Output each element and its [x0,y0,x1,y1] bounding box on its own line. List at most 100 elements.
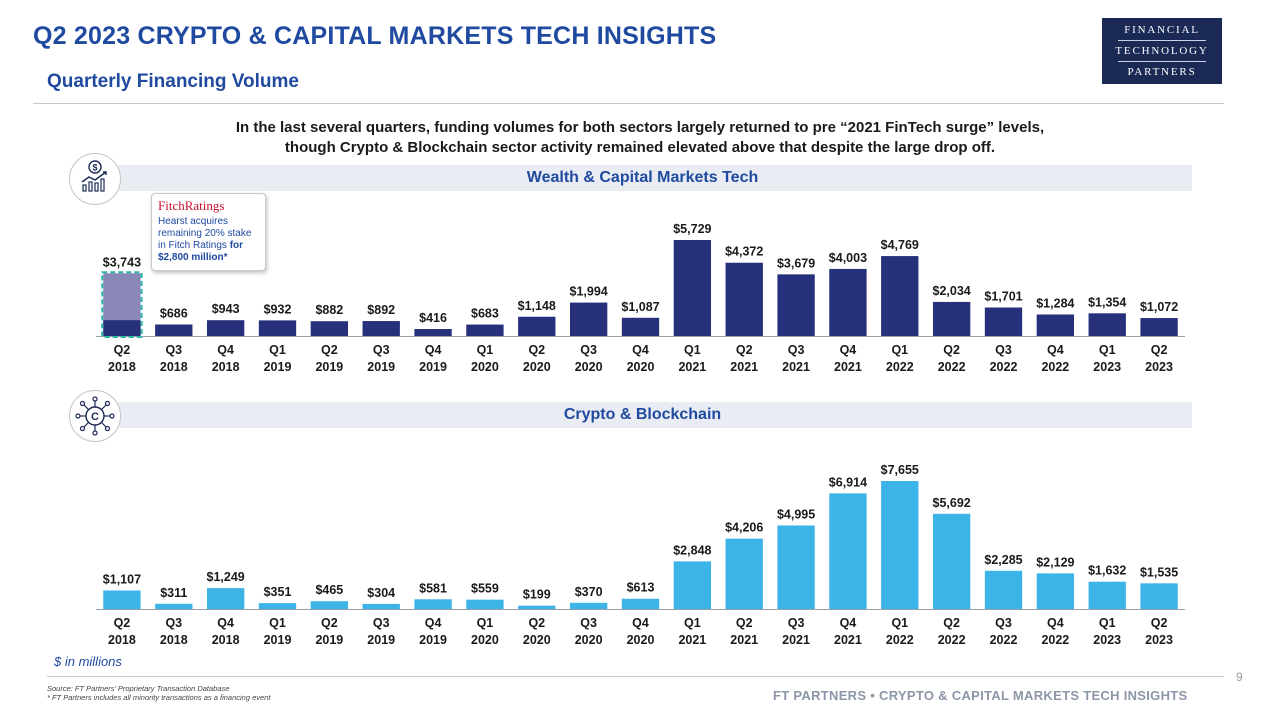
x-tick-label: 2021 [678,360,706,374]
bar [103,590,141,609]
x-tick-label: 2022 [990,360,1018,374]
x-tick-label: 2022 [938,360,966,374]
bar [414,329,452,336]
bar [362,603,400,609]
bar [206,320,245,336]
x-tick-label: 2022 [886,633,914,647]
bar [310,601,349,609]
x-tick-label: 2021 [782,360,810,374]
footer-divider [47,676,1224,677]
data-label: $1,701 [984,289,1022,303]
bar [466,599,504,609]
x-tick-label: 2021 [678,633,706,647]
bar [414,599,452,609]
data-label: $613 [627,581,655,595]
data-label: $932 [264,302,292,316]
x-tick-label: 2020 [523,360,551,374]
bar [569,302,608,336]
intro-line-2: though Crypto & Blockchain sector activi… [284,139,996,156]
page-title: Q2 2023 CRYPTO & CAPITAL MARKETS TECH IN… [33,22,717,50]
bar [155,324,193,336]
x-tick-label: 2021 [730,633,758,647]
x-tick-label: 2022 [938,633,966,647]
footer-brand: FT PARTNERS • CRYPTO & CAPITAL MARKETS T… [773,688,1188,703]
data-label: $4,003 [829,251,867,265]
data-label: $416 [419,311,447,325]
x-tick-label: Q1 [477,616,494,630]
data-label: $5,729 [673,222,711,236]
data-label: $581 [419,581,447,595]
bar [258,320,297,336]
data-label: $304 [367,586,395,600]
x-tick-label: 2021 [834,360,862,374]
x-tick-label: 2018 [108,633,136,647]
data-label: $683 [471,307,499,321]
data-label: $1,107 [103,572,141,586]
footnote: * FT Partners includes all minority tran… [47,693,271,702]
bar [518,316,556,336]
bar [518,605,556,609]
x-tick-label: Q1 [684,616,701,630]
x-tick-label: 2018 [108,360,136,374]
x-tick-label: Q1 [1099,343,1116,357]
x-tick-label: Q1 [477,343,494,357]
data-label: $4,769 [881,238,919,252]
annotation-highlight: for $2,800 million* [158,240,244,263]
x-tick-label: Q2 [114,343,131,357]
x-tick-label: 2020 [523,633,551,647]
x-tick-label: 2019 [264,360,292,374]
data-label: $3,679 [777,256,815,270]
data-label: $465 [315,583,343,597]
x-tick-label: Q3 [788,616,805,630]
svg-text:C: C [91,411,99,423]
crypto-coin-network-icon: C [69,390,121,442]
x-tick-label: Q4 [1047,343,1064,357]
x-tick-label: 2018 [160,633,188,647]
logo-line-1: FINANCIAL [1124,24,1200,36]
x-tick-label: 2022 [1041,633,1069,647]
x-tick-label: Q3 [580,343,597,357]
x-tick-label: Q1 [269,616,286,630]
data-label: $1,148 [518,299,556,313]
x-tick-label: Q2 [736,343,753,357]
wealth-chart-title: Wealth & Capital Markets Tech [93,165,1192,191]
x-tick-label: Q3 [995,616,1012,630]
data-label: $2,034 [933,284,971,298]
header-divider [33,103,1224,104]
x-tick-label: Q1 [891,616,908,630]
x-tick-label: 2023 [1145,360,1173,374]
x-tick-label: Q2 [114,616,131,630]
units-note: $ in millions [54,654,122,669]
bar [1088,313,1126,336]
x-tick-label: 2020 [627,633,655,647]
x-tick-label: Q4 [217,616,234,630]
data-label: $2,129 [1036,555,1074,569]
logo-line-2: TECHNOLOGY [1115,45,1209,57]
logo-line-3: PARTNERS [1127,66,1197,78]
x-tick-label: Q4 [425,616,442,630]
x-tick-label: 2020 [575,633,603,647]
page-subtitle: Quarterly Financing Volume [47,71,299,92]
x-tick-label: Q2 [736,616,753,630]
data-label: $1,249 [207,570,245,584]
fitch-ratings-logo: FitchRatings [158,198,225,213]
bar [984,307,1023,336]
data-label: $559 [471,582,499,596]
data-label: $1,354 [1088,295,1126,309]
data-label: $1,535 [1140,565,1178,579]
data-label: $2,285 [984,553,1022,567]
x-tick-label: Q2 [528,343,545,357]
x-tick-label: Q3 [165,343,182,357]
x-tick-label: Q4 [632,343,649,357]
x-tick-label: Q2 [943,616,960,630]
x-tick-label: Q3 [788,343,805,357]
data-label: $2,848 [673,543,711,557]
data-label: $370 [575,585,603,599]
x-tick-label: 2019 [419,360,447,374]
data-label: $311 [160,586,187,600]
x-tick-label: Q2 [943,343,960,357]
bar [621,598,660,609]
crypto-chart-title: Crypto & Blockchain [93,402,1192,428]
data-label: $892 [367,303,395,317]
